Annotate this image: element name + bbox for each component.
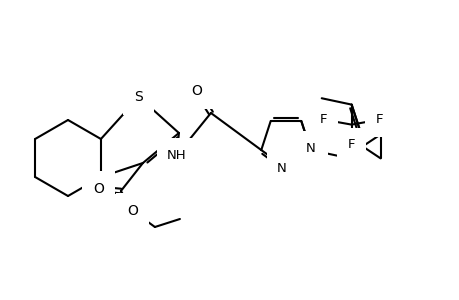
- Text: N: N: [305, 142, 315, 154]
- Text: N: N: [307, 143, 317, 157]
- Text: O: O: [127, 204, 138, 218]
- Text: S: S: [134, 90, 143, 104]
- Text: N: N: [276, 161, 286, 175]
- Text: O: O: [191, 84, 202, 98]
- Text: O: O: [93, 182, 104, 196]
- Text: F: F: [375, 113, 382, 126]
- Text: F: F: [347, 138, 355, 151]
- Text: NH: NH: [167, 148, 186, 161]
- Text: F: F: [319, 113, 327, 126]
